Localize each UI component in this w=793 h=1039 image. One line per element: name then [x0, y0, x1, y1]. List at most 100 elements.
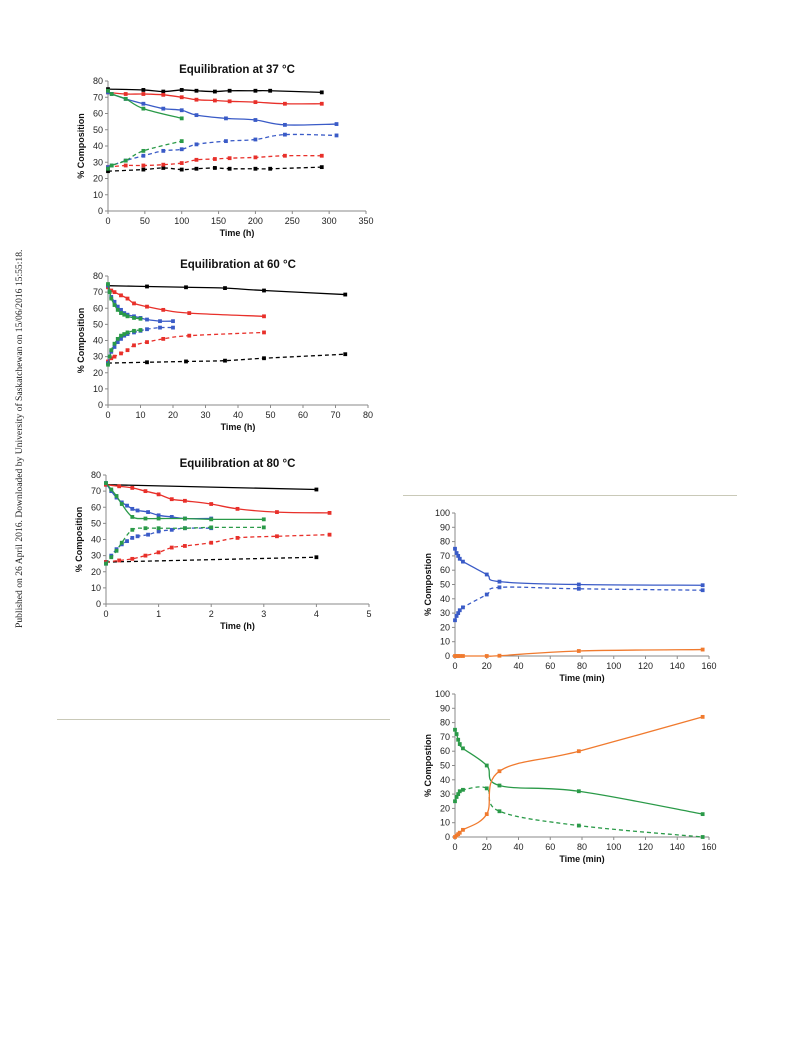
data-point-s6-9: [138, 316, 143, 321]
data-point-s1-8: [700, 835, 705, 839]
data-point-s1-1: [141, 167, 146, 172]
data-point-s0-4: [262, 288, 266, 293]
data-point-s4-7: [224, 116, 228, 121]
x-axis-label: Time (h): [220, 621, 255, 631]
data-point-s7-1: [109, 163, 114, 168]
data-point-s2-7: [209, 502, 214, 506]
data-point-s3-3: [161, 162, 166, 167]
data-point-s7-2: [109, 348, 114, 353]
data-point-s3-8: [187, 333, 192, 338]
y-tick-label: 90: [440, 703, 450, 713]
x-tick-label: 80: [577, 842, 587, 852]
data-point-s6-6: [156, 516, 161, 521]
data-point-s6-4: [130, 515, 135, 519]
data-point-s0-1: [314, 487, 319, 492]
data-point-s2-7: [576, 749, 581, 754]
data-point-s2-3: [119, 293, 123, 298]
x-tick-label: 100: [174, 216, 189, 226]
data-point-s3-3: [119, 351, 123, 356]
data-point-s5-6: [194, 142, 199, 147]
series-line-2: [454, 716, 703, 838]
x-tick-label: 40: [513, 661, 523, 671]
data-point-s0-7: [576, 582, 581, 587]
y-tick-label: 20: [93, 174, 103, 184]
data-point-s7-6: [122, 332, 127, 336]
data-point-s6-7: [183, 516, 187, 521]
y-tick-label: 10: [440, 818, 450, 828]
data-point-s7-2: [123, 158, 128, 163]
data-point-s2-8: [235, 506, 240, 511]
series-line-0: [105, 484, 317, 491]
data-point-s5-3: [112, 345, 117, 349]
y-tick-label: 90: [440, 522, 450, 532]
x-tick-label: 80: [577, 661, 587, 671]
data-point-s0-7: [576, 789, 581, 794]
data-point-s2-2: [112, 290, 117, 295]
data-point-s5-12: [171, 325, 175, 330]
data-point-s0-2: [161, 89, 166, 94]
y-tick-label: 0: [445, 651, 450, 661]
x-axis-label: Time (min): [559, 673, 604, 683]
data-point-s2-7: [576, 649, 581, 653]
data-point-s1-3: [179, 167, 184, 172]
data-point-s3-2: [141, 163, 146, 168]
y-axis-label: % Compostion: [423, 734, 433, 797]
chart-composition-blue-orange: 0 10 20 30 40 50 60 70 80 90 100 0 20 40 60 80 100 120 140…: [423, 508, 717, 683]
data-point-s3-1: [123, 163, 128, 168]
data-point-s3-4: [156, 550, 161, 555]
y-tick-label: 20: [440, 622, 450, 632]
y-tick-label: 70: [93, 287, 103, 297]
divider-left: [57, 719, 390, 720]
data-point-s1-2: [456, 792, 461, 796]
data-point-s0-8: [700, 583, 705, 588]
y-tick-label: 60: [440, 565, 450, 575]
series-line-6: [105, 482, 264, 521]
y-tick-label: 40: [93, 336, 103, 346]
data-point-s2-8: [187, 311, 192, 315]
data-point-s6-3: [112, 303, 117, 307]
data-point-s3-9: [262, 330, 266, 335]
data-point-s1-0: [106, 169, 110, 174]
data-point-s5-11: [158, 325, 162, 330]
chart-composition-green-orange: 0 10 20 30 40 50 60 70 80 90 100 0 20 40 60 80 100 120 140…: [423, 689, 717, 864]
x-tick-label: 0: [452, 842, 457, 852]
series-line-5: [107, 326, 174, 364]
series-line-1: [454, 786, 703, 838]
data-point-s0-4: [461, 559, 465, 564]
series-line-0: [107, 88, 322, 94]
data-point-s7-7: [125, 330, 130, 335]
data-point-s1-4: [262, 356, 266, 361]
data-point-s5-7: [146, 532, 150, 537]
data-point-s2-6: [497, 653, 502, 658]
series-line-7: [105, 526, 264, 565]
data-point-s1-3: [223, 358, 227, 363]
data-point-s5-8: [156, 529, 161, 534]
data-point-s0-0: [453, 546, 457, 551]
data-point-s0-1: [454, 732, 459, 736]
series-line-2: [107, 286, 265, 317]
data-point-s1-3: [457, 789, 462, 794]
y-tick-label: 30: [93, 352, 103, 362]
data-point-s1-0: [453, 799, 457, 804]
data-point-s3-8: [253, 155, 258, 160]
data-point-s4-11: [158, 319, 162, 324]
data-point-s2-4: [461, 827, 465, 832]
y-tick-label: 0: [98, 206, 103, 216]
y-axis-label: % Composition: [76, 113, 86, 179]
series-line-7: [107, 140, 182, 170]
x-tick-label: 0: [105, 410, 110, 420]
data-point-s5-9: [169, 527, 174, 532]
data-point-s5-10: [334, 133, 339, 138]
data-point-s7-5: [143, 526, 148, 531]
data-point-s0-5: [343, 292, 348, 297]
data-point-s3-6: [183, 544, 187, 548]
data-point-s7-9: [261, 525, 266, 530]
y-tick-label: 20: [440, 803, 450, 813]
data-point-s1-4: [194, 166, 199, 171]
y-tick-label: 60: [440, 746, 450, 756]
y-tick-label: 30: [93, 157, 103, 167]
data-point-s3-4: [179, 161, 184, 165]
chart-equilibration-80c: Equilibration at 80 °C 0 10 20 30 40 50 60 70 80 0…: [74, 458, 372, 631]
data-point-s7-8: [209, 525, 214, 530]
data-point-s7-1: [109, 555, 114, 560]
